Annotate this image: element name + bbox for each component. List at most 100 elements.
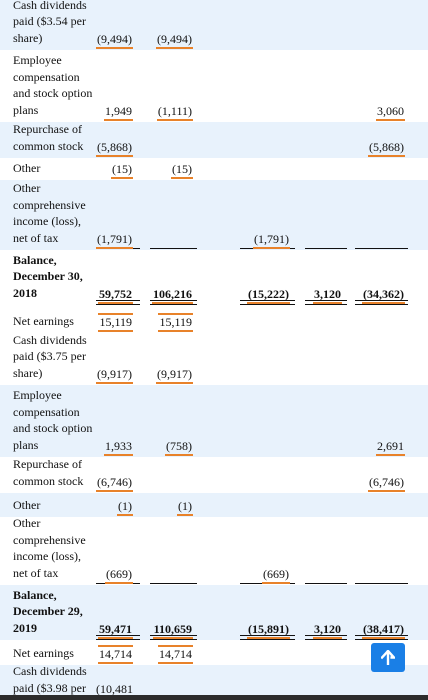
- amount-cell: (1): [73, 499, 133, 516]
- total-double-rule: [305, 300, 347, 305]
- amount-cell: 1,933: [73, 439, 133, 456]
- subtotal-rule: [96, 583, 140, 584]
- amount-cell: 15,119: [133, 313, 193, 332]
- amount-value: 15,119: [98, 313, 133, 332]
- amount-value: (9,494): [96, 32, 133, 49]
- amount-cell: (5,868): [73, 140, 133, 157]
- amount-value: (9,917): [96, 367, 133, 384]
- amount-value: 1,933: [104, 439, 133, 456]
- row-label: Other comprehensive income (loss), net o…: [13, 181, 86, 245]
- amount-cell: 106,216: [133, 287, 193, 304]
- amount-cell: 59,471: [73, 622, 133, 639]
- subtotal-rule: [240, 248, 295, 249]
- row-label: Net earnings: [13, 313, 74, 328]
- amount-cell: (9,494): [133, 32, 193, 49]
- amount-value: (5,868): [368, 140, 405, 157]
- subtotal-rule: [305, 248, 347, 249]
- table-row: Balance, December 30, 2018 59,752 106,216 (…: [0, 250, 428, 305]
- table-row: Net earnings 14,714 14,714: [0, 640, 428, 665]
- amount-cell: (38,417): [345, 622, 405, 639]
- amount-value: (38,417): [362, 622, 405, 639]
- total-double-rule: [240, 300, 295, 305]
- amount-value: (15): [111, 162, 133, 179]
- amount-value: (5,868): [96, 140, 133, 157]
- total-double-rule: [150, 300, 197, 305]
- amount-cell: (6,746): [345, 475, 405, 492]
- table-row: Other comprehensive income (loss), net o…: [0, 516, 428, 585]
- amount-cell: 14,714: [73, 645, 133, 664]
- amount-value: 15,119: [158, 313, 193, 332]
- amount-value: 110,659: [152, 622, 193, 639]
- amount-value: 3,120: [313, 287, 342, 304]
- amount-cell: 3,060: [345, 104, 405, 121]
- total-double-rule: [355, 300, 408, 305]
- amount-value: 14,714: [98, 645, 133, 664]
- total-double-rule: [96, 635, 140, 640]
- table-row: Net earnings 15,119 15,119: [0, 305, 428, 333]
- amount-value: (1): [177, 499, 193, 516]
- table-row: Employee compensation and stock option p…: [0, 385, 428, 457]
- table-row: Repurchase of common stock (6,746) (6,746): [0, 457, 428, 493]
- amount-value: 3,120: [313, 622, 342, 639]
- row-label: Employee compensation and stock option p…: [13, 53, 93, 117]
- total-double-rule: [305, 635, 347, 640]
- amount-value: 1,949: [104, 104, 133, 121]
- amount-value: 2,691: [376, 439, 405, 456]
- amount-value: (1,111): [156, 104, 193, 121]
- amount-cell: (9,494): [73, 32, 133, 49]
- row-label: Other comprehensive income (loss), net o…: [13, 516, 86, 580]
- amount-value: 59,471: [98, 622, 133, 639]
- amount-cell: (6,746): [73, 475, 133, 492]
- row-label: Cash dividends paid ($3.98 per: [13, 664, 87, 695]
- total-double-rule: [96, 300, 140, 305]
- table-row: Cash dividends paid ($3.54 per share) (9,…: [0, 0, 428, 50]
- subtotal-rule: [150, 583, 197, 584]
- table-row: Other comprehensive income (loss), net o…: [0, 180, 428, 250]
- scroll-to-top-button[interactable]: [371, 643, 405, 672]
- arrow-up-icon: [381, 649, 395, 665]
- amount-value: (758): [165, 439, 193, 456]
- amount-cell: 2,691: [345, 439, 405, 456]
- row-label: Balance, December 29, 2019: [13, 587, 83, 635]
- total-double-rule: [355, 635, 408, 640]
- amount-value: (6,746): [96, 475, 133, 492]
- subtotal-rule: [240, 583, 295, 584]
- table-row: Balance, December 29, 2019 59,471 110,659 (…: [0, 585, 428, 640]
- total-double-rule: [150, 635, 197, 640]
- row-label: Other: [13, 160, 41, 175]
- amount-value: 14,714: [158, 645, 193, 664]
- row-label: Cash dividends paid ($3.75 per share): [13, 332, 87, 380]
- amount-cell: 15,119: [73, 313, 133, 332]
- row-label: Repurchase of common stock: [13, 122, 84, 153]
- amount-cell: (15,222): [230, 287, 290, 304]
- amount-cell: 59,752: [73, 287, 133, 304]
- amount-value: (1,791): [96, 232, 133, 249]
- amount-value: 59,752: [98, 287, 133, 304]
- amount-value: (669): [105, 567, 133, 584]
- amount-cell: 3,120: [282, 287, 342, 304]
- amount-value: (34,362): [362, 287, 405, 304]
- amount-cell: 1,949: [73, 104, 133, 121]
- amount-cell: (10,481: [73, 682, 133, 696]
- amount-cell: (1): [133, 499, 193, 516]
- row-label: Repurchase of common stock: [13, 457, 84, 488]
- bottom-edge-bar: [0, 695, 428, 700]
- amount-value: (15,222): [247, 287, 290, 304]
- subtotal-rule: [96, 248, 140, 249]
- amount-cell: (15): [73, 162, 133, 179]
- table-row: Repurchase of common stock (5,868) (5,868): [0, 122, 428, 158]
- amount-value: (669): [262, 567, 290, 584]
- amount-value: (6,746): [368, 475, 405, 492]
- table-row: Employee compensation and stock option p…: [0, 50, 428, 122]
- amount-cell: (5,868): [345, 140, 405, 157]
- subtotal-rule: [355, 248, 408, 249]
- amount-value: (9,494): [156, 32, 193, 49]
- row-label: Balance, December 30, 2018: [13, 252, 83, 300]
- amount-cell: 3,120: [282, 622, 342, 639]
- amount-cell: (1,791): [73, 232, 133, 249]
- amount-cell: (15,891): [230, 622, 290, 639]
- subtotal-rule: [150, 248, 197, 249]
- row-label: Employee compensation and stock option p…: [13, 388, 93, 452]
- subtotal-rule: [355, 583, 408, 584]
- amount-cell: (9,917): [73, 367, 133, 384]
